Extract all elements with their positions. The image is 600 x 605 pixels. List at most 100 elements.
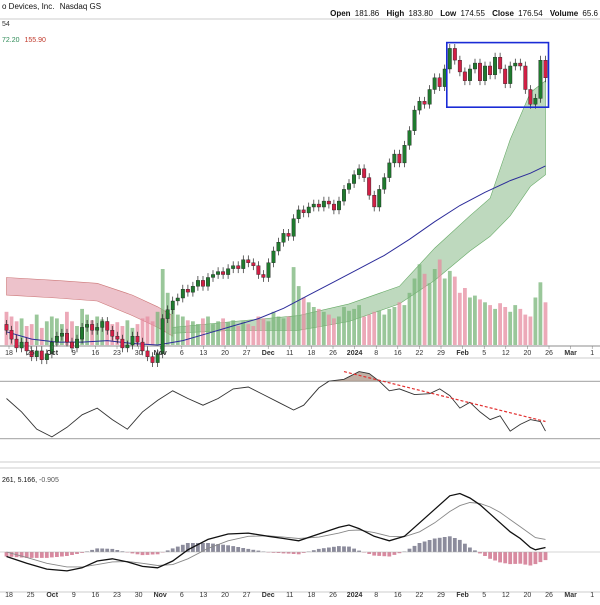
- candle: [211, 270, 216, 282]
- candle: [256, 261, 261, 279]
- candle: [392, 149, 397, 168]
- legend-fragment-2: 72.20 155.90: [2, 37, 46, 44]
- volume-bar: [160, 269, 165, 345]
- volume-bar: [301, 297, 306, 345]
- volume-bar: [528, 316, 533, 345]
- candle: [528, 85, 533, 109]
- macd-histogram-bar: [29, 552, 34, 558]
- macd-histogram-bar: [422, 541, 427, 552]
- volume-bar: [488, 305, 492, 345]
- candle-body: [543, 60, 548, 79]
- candle: [221, 267, 226, 279]
- candle: [533, 93, 538, 109]
- x-tick-label-bottom: 18: [308, 592, 316, 599]
- macd-histogram-bar: [175, 546, 180, 552]
- candle-body: [39, 350, 44, 360]
- candle: [483, 61, 487, 86]
- candle: [286, 229, 291, 241]
- candle-body: [60, 333, 64, 337]
- candle: [216, 267, 221, 279]
- volume-bar: [508, 311, 513, 346]
- macd-histogram-bar: [19, 552, 24, 558]
- candle: [44, 349, 49, 365]
- candle: [311, 199, 316, 212]
- candle-body: [180, 289, 185, 299]
- oscillator-line: [6, 371, 546, 438]
- macd-histogram-bar: [65, 552, 69, 556]
- volume-bar: [337, 316, 341, 345]
- x-tick-label-bottom: 20: [524, 592, 532, 599]
- macd-histogram-bar: [473, 550, 477, 552]
- candle-body: [357, 168, 361, 175]
- candle-body: [447, 48, 452, 70]
- volume-bar: [34, 314, 39, 345]
- candle-body: [216, 271, 221, 275]
- candle-body: [205, 277, 210, 287]
- candle: [246, 255, 251, 268]
- candle: [60, 328, 64, 341]
- candle-body: [190, 286, 195, 293]
- x-axis: 18182525OctOct99161623233030NovNov661313…: [5, 346, 594, 599]
- candle-body: [473, 62, 477, 70]
- candle-body: [397, 153, 402, 164]
- candle: [326, 196, 331, 209]
- candle: [205, 273, 210, 291]
- volume-bar: [332, 318, 336, 345]
- candle-body: [160, 318, 165, 355]
- candle: [251, 258, 256, 271]
- volume-bar: [170, 308, 175, 345]
- candle-body: [528, 89, 533, 105]
- candle: [377, 185, 382, 212]
- candle: [513, 58, 518, 71]
- volume-bar: [145, 316, 150, 345]
- macd-histogram-bar: [55, 552, 59, 557]
- x-tick-label: 1: [590, 350, 594, 357]
- macd-histogram-bar: [236, 547, 241, 552]
- macd-histogram-bar: [165, 550, 170, 552]
- candle: [468, 64, 472, 86]
- candle: [75, 334, 80, 353]
- candle: [442, 64, 447, 91]
- macd-histogram-bar: [483, 552, 487, 556]
- macd-histogram-bar: [246, 548, 251, 552]
- volume-bar: [518, 308, 523, 345]
- volume-bar: [437, 259, 442, 345]
- candle: [175, 293, 180, 306]
- volume-bar: [468, 297, 472, 345]
- volume-bar: [306, 302, 311, 346]
- candle-body: [175, 297, 180, 302]
- cloud-bullish-segment: [172, 80, 546, 334]
- candle: [382, 173, 387, 194]
- x-tick-label-bottom: 23: [113, 592, 121, 599]
- candle-body: [362, 168, 367, 178]
- volume-bar: [206, 316, 210, 345]
- candle-body: [145, 350, 150, 357]
- volume-bar: [382, 314, 387, 345]
- volume-bar: [503, 307, 508, 345]
- macd-histogram-bar: [387, 552, 392, 557]
- candle-body: [4, 324, 9, 331]
- volume-bar: [402, 305, 407, 345]
- macd-histogram-bar: [115, 550, 120, 552]
- candle-body: [412, 109, 417, 131]
- candle: [452, 44, 457, 65]
- candle: [54, 331, 59, 347]
- volume-bar: [342, 307, 346, 345]
- volume-bar: [236, 326, 241, 345]
- candle-body: [422, 101, 427, 105]
- x-tick-label-bottom: 18: [5, 592, 13, 599]
- candle: [95, 323, 100, 335]
- volume-bar: [362, 316, 366, 345]
- candle-body: [44, 353, 49, 360]
- candle: [518, 58, 523, 71]
- consolidation-box: [445, 41, 550, 108]
- macd-histogram-bar: [478, 552, 482, 554]
- volume-bar: [311, 307, 316, 345]
- candle-body: [24, 341, 29, 352]
- volume-bar: [377, 310, 382, 345]
- candle: [85, 320, 90, 332]
- candle: [543, 55, 548, 83]
- x-tick-label-bottom: 2024: [347, 592, 363, 599]
- candle-body: [291, 218, 296, 237]
- volume-bar: [180, 316, 185, 345]
